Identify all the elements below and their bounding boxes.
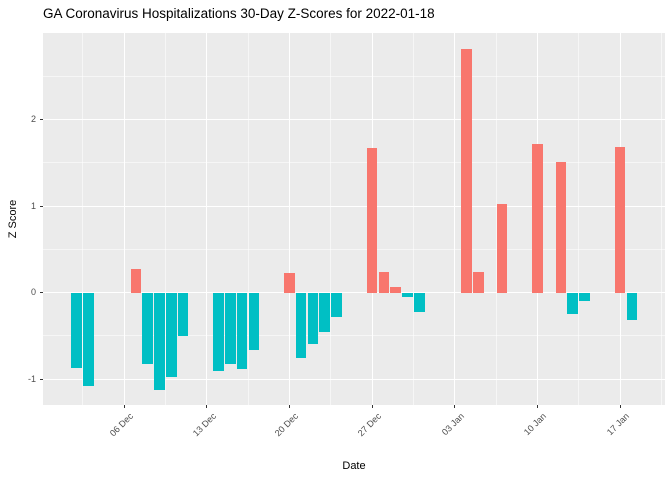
y-tick-mark bbox=[40, 119, 43, 121]
y-minor-gridline bbox=[43, 75, 665, 77]
zscore-bar bbox=[154, 292, 165, 390]
x-tick-label: 13 Dec bbox=[190, 411, 218, 439]
zscore-bar bbox=[366, 148, 378, 293]
x-tick-mark bbox=[371, 405, 373, 408]
zscore-bar bbox=[295, 292, 307, 358]
y-major-gridline bbox=[43, 205, 665, 207]
x-major-gridline bbox=[454, 33, 456, 405]
zscore-bar bbox=[555, 162, 567, 293]
y-minor-gridline bbox=[43, 335, 665, 337]
zscore-bar bbox=[614, 147, 626, 293]
x-major-gridline bbox=[206, 33, 208, 405]
x-tick-mark bbox=[206, 405, 208, 408]
zscore-bar bbox=[83, 292, 94, 387]
zscore-bar bbox=[130, 269, 142, 293]
zscore-bar bbox=[579, 292, 590, 302]
zscore-bar bbox=[248, 292, 260, 350]
zscore-bar bbox=[177, 292, 189, 336]
y-axis-title: Z Score bbox=[7, 199, 19, 239]
x-major-gridline bbox=[123, 33, 125, 405]
x-minor-gridline bbox=[330, 33, 332, 405]
x-tick-label: 27 Dec bbox=[355, 411, 384, 439]
zscore-bar bbox=[402, 292, 413, 297]
x-tick-mark bbox=[454, 405, 456, 408]
y-tick-label: -1 bbox=[27, 373, 36, 384]
zscore-bar bbox=[319, 292, 331, 332]
zscore-bar bbox=[532, 143, 543, 293]
x-minor-gridline bbox=[578, 33, 580, 405]
plot-panel bbox=[43, 33, 665, 405]
zscore-bar bbox=[567, 292, 579, 315]
zscore-bar bbox=[461, 48, 472, 293]
zscore-bar bbox=[165, 292, 177, 378]
y-major-gridline bbox=[43, 292, 665, 294]
zscore-bar bbox=[378, 271, 390, 293]
x-minor-gridline bbox=[412, 33, 414, 405]
zscore-bar bbox=[331, 292, 342, 317]
zscore-bar bbox=[142, 292, 153, 364]
y-tick-mark bbox=[40, 292, 43, 294]
zscore-bar bbox=[71, 292, 83, 368]
y-tick-mark bbox=[40, 378, 43, 380]
y-tick-mark bbox=[40, 205, 43, 207]
zscore-bar bbox=[213, 292, 224, 371]
y-minor-gridline bbox=[43, 248, 665, 250]
x-minor-gridline bbox=[660, 33, 662, 405]
x-tick-mark bbox=[123, 405, 125, 408]
y-tick-label: 1 bbox=[30, 200, 36, 211]
y-tick-label: 0 bbox=[30, 287, 36, 298]
x-minor-gridline bbox=[82, 33, 84, 405]
zscore-bar bbox=[496, 203, 508, 293]
zscore-bar bbox=[413, 292, 425, 312]
zscore-bar bbox=[626, 292, 638, 320]
y-major-gridline bbox=[43, 378, 665, 380]
x-tick-label: 17 Jan bbox=[604, 411, 632, 438]
zscore-bar bbox=[284, 272, 295, 293]
zscore-bar bbox=[307, 292, 319, 344]
x-minor-gridline bbox=[495, 33, 497, 405]
x-minor-gridline bbox=[247, 33, 249, 405]
x-tick-label: 06 Dec bbox=[107, 411, 136, 439]
x-tick-mark bbox=[288, 405, 290, 408]
zscore-bar bbox=[236, 292, 248, 369]
y-minor-gridline bbox=[43, 162, 665, 164]
zscore-bar bbox=[390, 286, 401, 293]
x-tick-label: 10 Jan bbox=[522, 411, 549, 438]
x-tick-mark bbox=[619, 405, 621, 408]
x-tick-label: 03 Jan bbox=[439, 411, 466, 438]
x-tick-label: 20 Dec bbox=[273, 411, 301, 439]
x-minor-gridline bbox=[164, 33, 166, 405]
x-tick-mark bbox=[536, 405, 538, 408]
zscore-bar bbox=[473, 271, 484, 293]
chart-title: GA Coronavirus Hospitalizations 30-Day Z… bbox=[43, 6, 435, 21]
zscore-bar bbox=[224, 292, 236, 365]
y-major-gridline bbox=[43, 119, 665, 121]
x-major-gridline bbox=[288, 33, 290, 405]
x-axis-title: Date bbox=[342, 460, 366, 472]
y-tick-label: 2 bbox=[30, 114, 36, 125]
